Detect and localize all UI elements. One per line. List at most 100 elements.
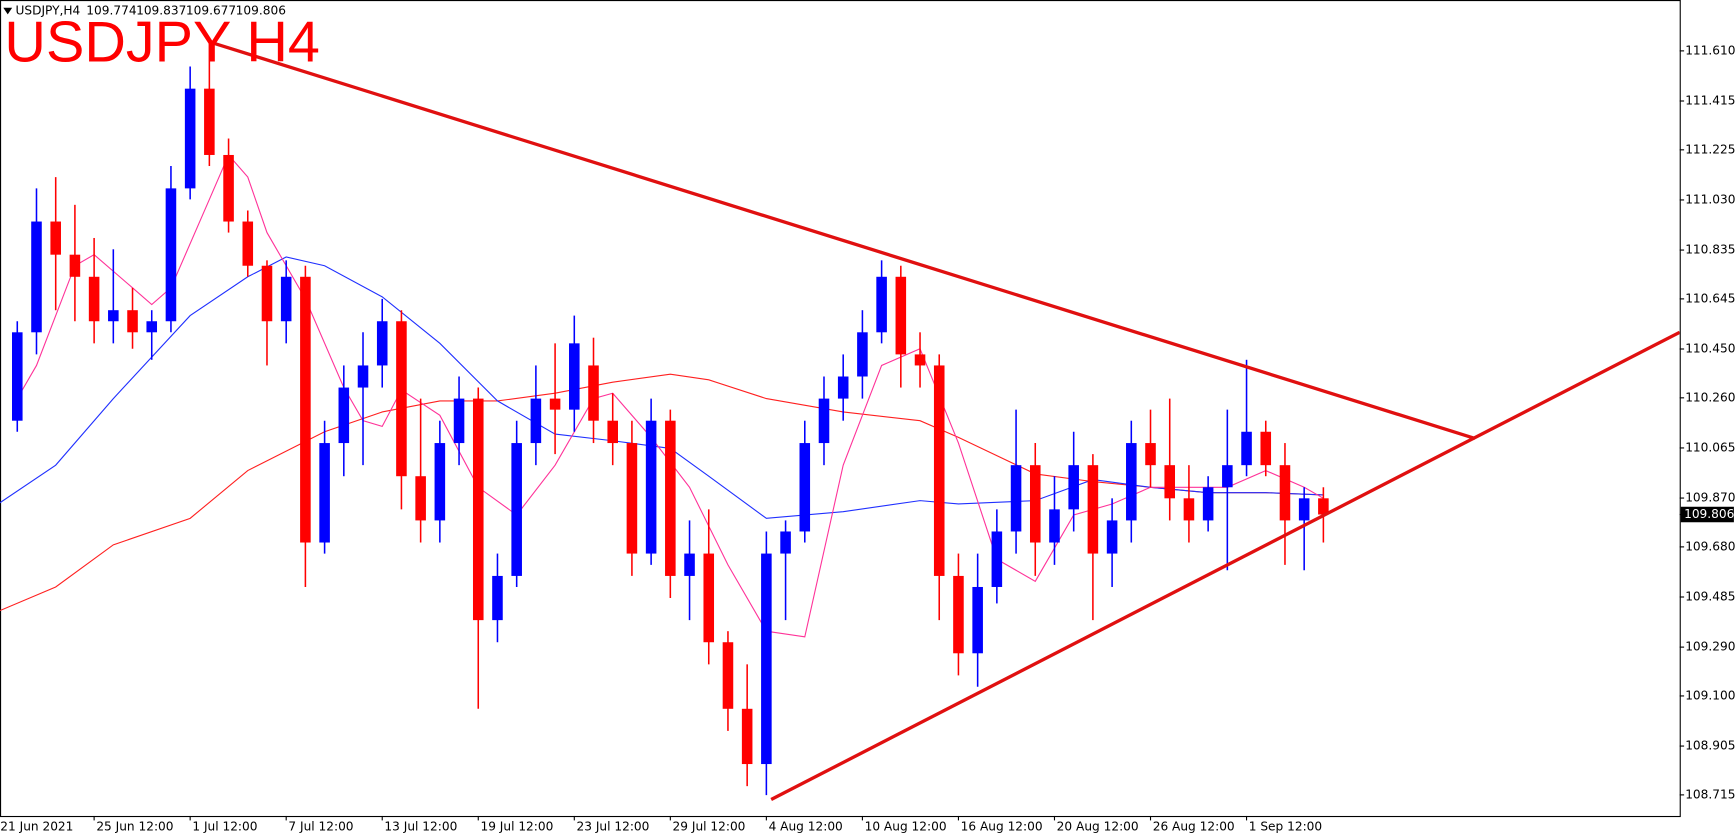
header-low: 109.677 (186, 4, 236, 18)
candle-body (991, 531, 1003, 587)
x-tick-label: 23 Jul 12:00 (577, 820, 650, 834)
candle-body (837, 376, 849, 399)
candle-body (204, 88, 215, 155)
candle-body (645, 420, 657, 554)
candle-body (1087, 465, 1099, 554)
candle-body (953, 575, 964, 654)
candle-body (1068, 465, 1079, 510)
candle-body (396, 321, 407, 477)
header-open: 109.774 (86, 4, 137, 18)
y-tick-label: 109.680 (1685, 539, 1735, 553)
last-price-box (1680, 506, 1734, 523)
candle-body (319, 443, 330, 543)
y-tick-label: 109.290 (1685, 640, 1735, 654)
y-tick-label: 109.485 (1685, 590, 1735, 604)
plot-frame (0, 0, 1681, 818)
candle-body (280, 276, 292, 322)
candle-body (799, 443, 811, 532)
y-tick-label: 109.100 (1685, 688, 1735, 702)
candle-body (914, 354, 926, 366)
candle-body (857, 332, 868, 377)
y-tick-label: 110.260 (1685, 390, 1735, 404)
candle-body (108, 310, 119, 322)
menu-arrow (3, 7, 13, 15)
x-tick-label: 19 Jul 12:00 (480, 820, 553, 834)
candle-body (338, 387, 350, 444)
candle-body (357, 365, 369, 388)
y-tick-label: 110.065 (1685, 440, 1735, 454)
moving-average (0, 373, 1324, 612)
candle-body (549, 398, 561, 410)
candle-body (1298, 498, 1310, 521)
candle-body (165, 188, 177, 322)
x-tick-label: 21 Jun 2021 (0, 820, 73, 834)
candle-body (223, 154, 234, 222)
candle-body (1318, 498, 1329, 515)
candle-body (1279, 465, 1291, 521)
candle-body (31, 221, 42, 333)
x-tick-label: 29 Jul 12:00 (673, 820, 746, 834)
candle-body (780, 531, 791, 554)
x-tick-label: 13 Jul 12:00 (384, 820, 457, 834)
candle-body (12, 332, 23, 421)
y-tick-label: 108.715 (1685, 787, 1735, 801)
y-tick-label: 111.610 (1685, 43, 1735, 57)
candle-body (1010, 465, 1022, 532)
header-high: 109.837 (136, 4, 186, 18)
trend-line (209, 40, 1476, 441)
candle-body (722, 642, 734, 709)
moving-average (0, 256, 1324, 519)
candle-body (1183, 498, 1195, 521)
candle-body (376, 321, 388, 366)
candle-body (607, 420, 618, 444)
y-tick-label: 111.225 (1685, 142, 1735, 156)
candle-body (972, 586, 983, 654)
candle-body (127, 310, 138, 333)
candle-body (1126, 443, 1137, 521)
candle-body (261, 265, 273, 322)
y-tick-label: 109.870 (1685, 491, 1735, 505)
x-tick-label: 25 Jun 12:00 (96, 820, 173, 834)
trend-line (770, 330, 1680, 801)
candle-body (69, 254, 81, 277)
candle-body (626, 443, 638, 554)
plot-area (0, 38, 1680, 801)
watermark-title: USDJPY H4 (4, 11, 319, 75)
candle-body (88, 276, 100, 322)
candle-body (1202, 487, 1214, 521)
candle-body (933, 365, 945, 576)
candle-body (1106, 520, 1118, 554)
x-tick-label: 16 Aug 12:00 (961, 820, 1043, 834)
candle-body (415, 476, 426, 521)
y-tick-label: 110.835 (1685, 243, 1735, 257)
candle-body (1241, 431, 1252, 466)
candle-body (895, 276, 907, 355)
candle-body (1145, 443, 1156, 466)
header-close: 109.806 (236, 4, 286, 18)
candle-body (818, 398, 830, 444)
last-price-label: 109.806 (1684, 507, 1734, 521)
candle-body (1049, 509, 1060, 543)
x-tick-label: 1 Jul 12:00 (192, 820, 257, 834)
y-tick-label: 111.415 (1685, 93, 1735, 107)
candle-body (1029, 465, 1041, 543)
candle-body (453, 398, 465, 444)
y-tick-label: 110.450 (1685, 341, 1735, 355)
candle-body (146, 321, 158, 333)
candle-body (511, 443, 522, 576)
x-tick-label: 10 Aug 12:00 (865, 820, 947, 834)
candle-body (703, 553, 715, 643)
candle-body (184, 88, 196, 189)
candle-body (50, 221, 61, 255)
y-tick-label: 108.905 (1685, 739, 1735, 753)
candle-body (684, 553, 695, 576)
candle-body (665, 420, 676, 576)
candle-body (300, 276, 311, 543)
candle-body (588, 365, 599, 421)
x-tick-label: 20 Aug 12:00 (1057, 820, 1139, 834)
candle-body (492, 575, 503, 621)
candle-body (741, 708, 753, 765)
